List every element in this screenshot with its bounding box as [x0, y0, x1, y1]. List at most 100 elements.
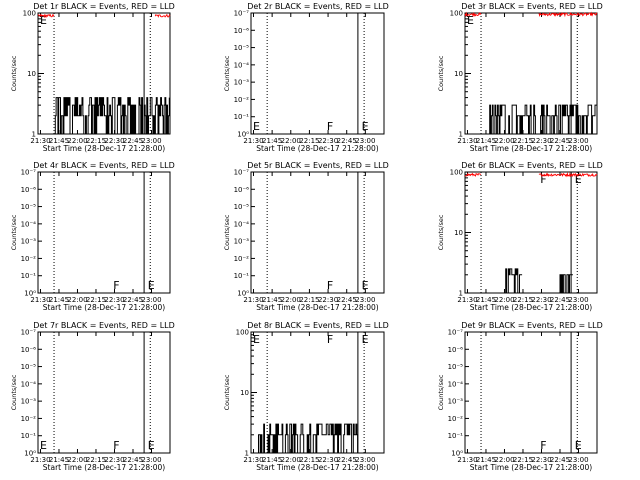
y-tick-label: 10⁻³ [234, 238, 250, 246]
x-tick-label: 21:45 [476, 137, 496, 145]
y-tick-label: 10⁻¹ [234, 272, 250, 280]
y-tick-label: 10 [454, 229, 463, 237]
x-tick-label: 22:15 [299, 456, 319, 464]
x-tick-label: 22:45 [550, 137, 570, 145]
y-axis-label: Counts/sec [10, 374, 18, 410]
lld-trace [538, 11, 598, 18]
y-tick-label: 10⁻⁵ [234, 44, 250, 52]
y-tick-label: 1 [459, 131, 463, 139]
flag-label-e: E [40, 439, 47, 452]
y-tick-label: 100 [23, 10, 36, 18]
y-tick-label: 10⁻³ [21, 238, 37, 246]
detector-panel-8: Det 8r BLACK = Events, RED = LLD 21:3021:… [223, 321, 389, 472]
x-tick-label: 22:00 [494, 137, 514, 145]
y-tick-label: 10⁻⁴ [234, 61, 250, 69]
x-tick-label: 22:00 [67, 137, 87, 145]
x-tick-label: 22:45 [337, 137, 357, 145]
x-tick-label: 23:00 [568, 137, 588, 145]
y-tick-label: 10⁰ [237, 290, 249, 298]
x-tick-label: 21:30 [243, 137, 263, 145]
x-tick-label: 21:45 [262, 296, 282, 304]
x-tick-label: 22:30 [318, 456, 338, 464]
y-tick-label: 10⁻⁷ [21, 169, 37, 177]
x-tick-label: 23:00 [568, 456, 588, 464]
lld-trace [37, 13, 55, 19]
panel-title: Det 6r BLACK = Events, RED = LLD [461, 161, 603, 170]
x-tick-label: 21:45 [476, 296, 496, 304]
detector-panel-3: Det 3r BLACK = Events, RED = LLD 21:3021:… [437, 2, 603, 153]
y-axis-label: Counts/sec [437, 374, 445, 410]
y-tick-label: 100 [450, 10, 463, 18]
panel-title: Det 8r BLACK = Events, RED = LLD [247, 321, 389, 330]
x-tick-label: 21:30 [457, 456, 477, 464]
x-axis-label: Start Time (28-Dec-17 21:28:00) [43, 144, 165, 153]
y-tick-label: 10⁻¹ [21, 432, 37, 440]
y-tick-label: 10⁻² [21, 415, 37, 423]
y-axis-label: Counts/sec [10, 55, 18, 91]
y-tick-label: 10⁻⁵ [21, 363, 37, 371]
x-tick-label: 21:30 [30, 456, 50, 464]
x-tick-label: 22:45 [337, 296, 357, 304]
lld-trace [464, 11, 482, 18]
panel-title: Det 4r BLACK = Events, RED = LLD [33, 161, 175, 170]
x-tick-label: 21:45 [262, 456, 282, 464]
x-tick-label: 22:30 [104, 456, 124, 464]
panel-title: Det 9r BLACK = Events, RED = LLD [461, 321, 603, 330]
x-tick-label: 22:00 [494, 296, 514, 304]
x-tick-label: 22:00 [281, 456, 301, 464]
lld-trace [154, 13, 171, 18]
x-tick-label: 21:45 [49, 296, 69, 304]
y-tick-label: 10⁻³ [21, 398, 37, 406]
flag-label-e: E [362, 279, 369, 292]
detector-panel-2: Det 2r BLACK = Events, RED = LLD 21:3021:… [223, 2, 389, 153]
x-tick-label: 22:45 [337, 456, 357, 464]
flag-label-e: E [362, 333, 369, 346]
flag-label-f: F [327, 120, 333, 133]
x-tick-label: 22:30 [531, 456, 551, 464]
x-tick-label: 22:15 [513, 296, 533, 304]
plot-frame [37, 171, 171, 294]
y-tick-label: 10⁻² [234, 255, 250, 263]
x-tick-label: 22:30 [531, 137, 551, 145]
x-tick-label: 22:30 [104, 296, 124, 304]
y-tick-label: 10 [27, 70, 36, 78]
flag-label-e: E [253, 333, 260, 346]
y-tick-label: 10⁰ [24, 450, 36, 458]
x-tick-label: 21:30 [30, 137, 50, 145]
x-tick-label: 21:45 [49, 456, 69, 464]
y-tick-label: 10⁻² [21, 255, 37, 263]
y-axis-label: Counts/sec [223, 374, 231, 410]
lld-trace [538, 171, 598, 178]
detector-panel-1: Det 1r BLACK = Events, RED = LLD 21:3021:… [10, 2, 175, 153]
plot-frame [250, 171, 385, 294]
y-tick-label: 1 [245, 450, 249, 458]
flag-label-e: E [40, 14, 47, 27]
y-tick-label: 10⁻⁵ [448, 363, 464, 371]
plot-frame [250, 12, 385, 135]
events-trace [258, 423, 359, 454]
detector-panel-9: Det 9r BLACK = Events, RED = LLD 21:3021:… [437, 321, 603, 472]
plot-frame [37, 331, 171, 454]
x-axis-label: Start Time (28-Dec-17 21:28:00) [256, 463, 378, 472]
x-tick-label: 22:00 [281, 296, 301, 304]
y-tick-label: 10⁻⁶ [21, 346, 37, 354]
y-tick-label: 10⁻¹ [448, 432, 464, 440]
y-tick-label: 10⁻⁶ [21, 186, 37, 194]
x-tick-label: 22:45 [123, 137, 143, 145]
y-tick-label: 10⁻⁴ [21, 380, 37, 388]
x-axis-label: Start Time (28-Dec-17 21:28:00) [256, 144, 378, 153]
flag-label-f: F [113, 439, 119, 452]
y-tick-label: 10⁻³ [234, 79, 250, 87]
y-tick-label: 10⁻⁴ [448, 380, 464, 388]
events-trace [505, 268, 523, 294]
y-tick-label: 10⁻⁶ [234, 27, 250, 35]
x-tick-label: 22:45 [550, 296, 570, 304]
x-tick-label: 22:30 [318, 296, 338, 304]
x-tick-label: 23:00 [355, 137, 375, 145]
flag-label-f: F [113, 279, 119, 292]
flag-label-f: F [540, 439, 546, 452]
flag-label-e: E [253, 120, 260, 133]
x-tick-label: 21:45 [49, 137, 69, 145]
y-tick-label: 10⁻⁴ [21, 220, 37, 228]
